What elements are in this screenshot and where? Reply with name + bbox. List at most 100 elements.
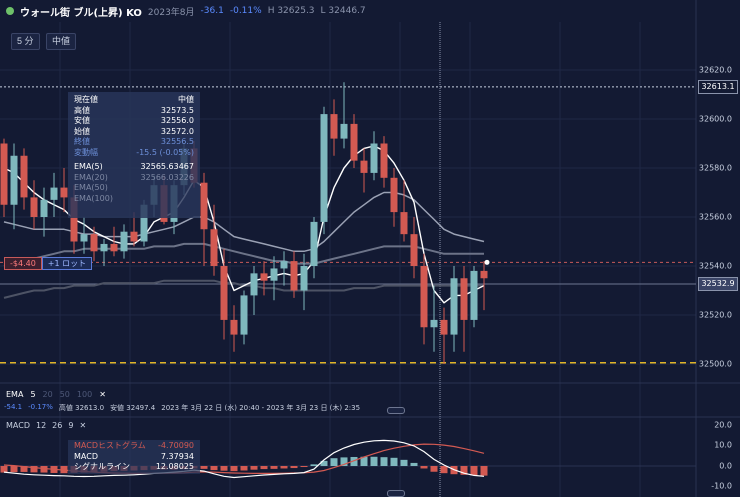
candle xyxy=(440,307,448,364)
candle xyxy=(250,266,258,315)
candle xyxy=(430,285,438,352)
candle-body xyxy=(110,243,118,252)
candle-body xyxy=(320,114,328,222)
macd-legend-hist: MACDヒストグラム -4.70090 xyxy=(74,441,194,450)
candle xyxy=(470,266,478,328)
candle-body xyxy=(350,123,358,161)
candle-body xyxy=(340,123,348,139)
candle xyxy=(220,248,228,340)
ohlc-info-panel: 現在値 中値 高値 32573.5 安値 32556.0 始値 32572.0 … xyxy=(68,92,200,218)
candle-body xyxy=(300,266,308,291)
price-type-button[interactable]: 中値 xyxy=(46,33,77,50)
candle xyxy=(280,251,288,286)
info-row-ema5: EMA(5) 32565.63467 xyxy=(74,162,194,171)
candle-body xyxy=(470,270,478,320)
ema-close-icon[interactable]: ✕ xyxy=(99,389,106,399)
macd-tick: -10.0 xyxy=(711,481,732,491)
candle-body xyxy=(440,319,448,335)
range-dates: 2023 年 3月 22 日 (水) 20:40 - 2023 年 3月 23 … xyxy=(161,404,361,412)
macd-param-signal[interactable]: 9 xyxy=(68,421,74,430)
candle-body xyxy=(50,187,58,200)
candle-body xyxy=(140,204,148,242)
last-price-marker xyxy=(484,259,490,265)
pane-resize-handle[interactable] xyxy=(387,407,405,414)
open-position-tag[interactable]: -$4.40 +1 ロット xyxy=(4,257,93,270)
price-tick: 32500.0 xyxy=(698,359,732,369)
info-row-close: 終値 32556.5 xyxy=(74,137,194,146)
info-row-open: 始値 32572.0 xyxy=(74,126,194,136)
ema-period-50[interactable]: 50 xyxy=(59,389,70,399)
timeframe-button[interactable]: 5 分 xyxy=(11,33,40,50)
ema-period-5[interactable]: 5 xyxy=(30,389,36,399)
macd-hist-bar xyxy=(210,466,218,471)
macd-hist-bar xyxy=(340,457,348,466)
candle xyxy=(80,217,88,254)
instrument-header: ウォール街 ブル(上昇) KO 2023年8月 -36.1 -0.11% H 3… xyxy=(0,0,740,22)
candle-body xyxy=(420,266,428,328)
macd-hist-bar xyxy=(220,466,228,471)
macd-hist-bar xyxy=(370,456,378,466)
macd-hist-bar xyxy=(390,457,398,466)
candle-body xyxy=(200,182,208,230)
price-change-pct: -0.11% xyxy=(229,6,262,16)
candle-body xyxy=(60,187,68,198)
macd-tick: 0.0 xyxy=(719,461,732,471)
price-tick: 32620.0 xyxy=(698,65,732,75)
session-high: H 32625.3 xyxy=(267,6,315,16)
candle-body xyxy=(370,143,378,173)
contract-date: 2023年8月 xyxy=(147,7,195,18)
candle-body xyxy=(130,231,138,242)
ema-label[interactable]: EMA xyxy=(6,389,24,399)
ema-indicator-bar: EMA 5 20 50 100 ✕ xyxy=(6,387,106,401)
range-change: -54.1 xyxy=(4,403,23,411)
candle-body xyxy=(220,266,228,320)
current-price-badge: 32532.9 xyxy=(698,277,738,291)
candle xyxy=(240,290,248,345)
candle-body xyxy=(410,234,418,266)
macd-legend-signal: シグナルライン 12.08025 xyxy=(74,462,194,471)
ema-period-100[interactable]: 100 xyxy=(76,389,93,399)
candle xyxy=(460,266,468,352)
candle xyxy=(290,251,298,298)
macd-hist-bar xyxy=(20,466,28,472)
candle xyxy=(260,261,268,296)
macd-legend-macd: MACD 7.37934 xyxy=(74,451,194,461)
macd-close-icon[interactable]: ✕ xyxy=(79,421,87,430)
macd-hist-bar xyxy=(10,466,18,473)
candle-body xyxy=(230,319,238,335)
macd-hist-bar xyxy=(350,456,358,466)
macd-param-fast[interactable]: 12 xyxy=(35,421,47,430)
ema-period-20[interactable]: 20 xyxy=(42,389,53,399)
candle xyxy=(480,261,488,311)
candle-body xyxy=(0,143,8,205)
macd-hist-bar xyxy=(290,466,298,469)
position-pl: -$4.40 xyxy=(4,257,42,270)
info-row-change: 変動幅 -15.5 (-0.05%) xyxy=(74,147,194,157)
candle xyxy=(110,226,118,257)
macd-hist-bar xyxy=(270,466,278,469)
candle xyxy=(60,168,68,213)
candle-body xyxy=(280,261,288,269)
info-row-high: 高値 32573.5 xyxy=(74,105,194,115)
candle-body xyxy=(460,278,468,320)
candle xyxy=(340,82,348,149)
candle-body xyxy=(400,212,408,235)
macd-hist-bar xyxy=(240,466,248,471)
candle xyxy=(320,106,328,235)
candle xyxy=(400,180,408,242)
macd-hist-bar xyxy=(480,466,488,476)
range-high: 高値 32613.0 xyxy=(58,404,105,412)
candle-body xyxy=(80,234,88,242)
candle xyxy=(90,226,98,262)
instrument-title: ウォール街 ブル(上昇) KO xyxy=(20,7,142,19)
pane-resize-handle[interactable] xyxy=(387,490,405,497)
session-low: L 32446.7 xyxy=(320,6,366,16)
range-change-pct: -0.17% xyxy=(28,403,53,411)
macd-label[interactable]: MACD xyxy=(6,421,30,430)
candle-body xyxy=(380,143,388,178)
position-lots[interactable]: +1 ロット xyxy=(41,257,93,270)
macd-tick: 20.0 xyxy=(714,420,732,430)
candle xyxy=(30,180,38,230)
macd-param-slow[interactable]: 26 xyxy=(52,421,63,430)
